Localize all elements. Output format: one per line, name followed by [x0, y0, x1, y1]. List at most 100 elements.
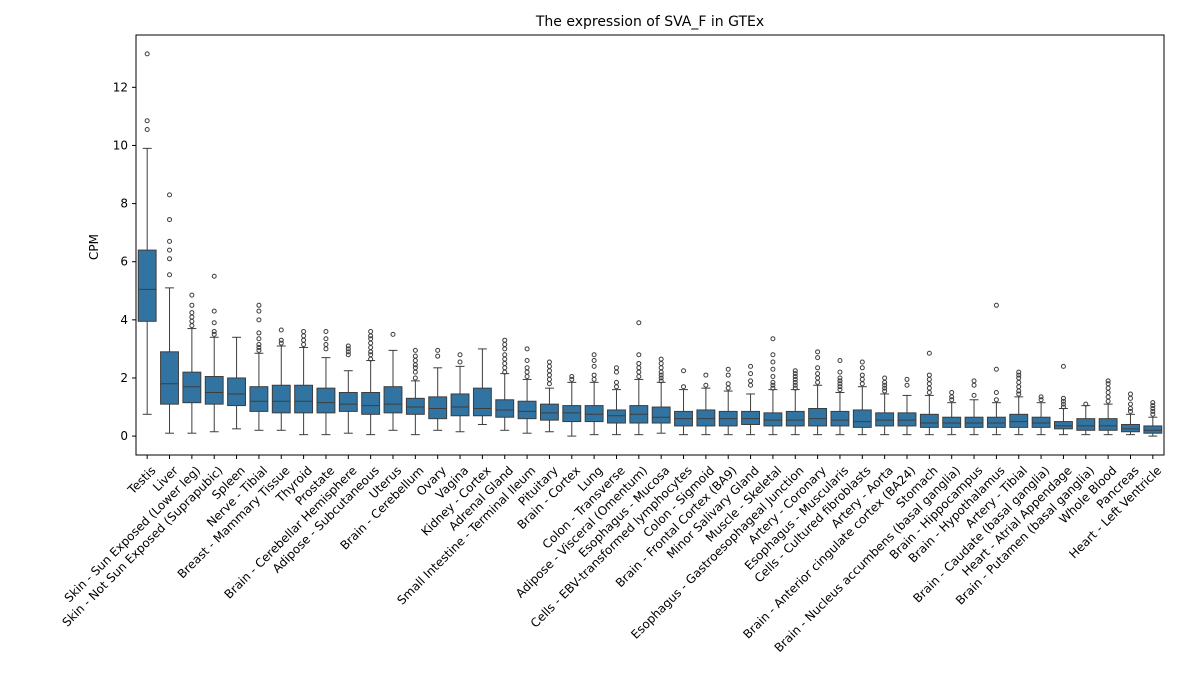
box-whole-blood [1098, 418, 1118, 431]
box-colon-sigmoid [696, 409, 716, 427]
box-brain-cerebellar-hemisphere [338, 392, 358, 412]
box-brain-anterior-cingulate-cortex-ba24 [897, 412, 917, 427]
outlier-point [859, 365, 865, 371]
outlier-point [189, 292, 195, 298]
y-tick-label: 6 [120, 255, 128, 269]
outlier-point [815, 371, 821, 377]
outlier-point [636, 360, 642, 366]
outlier-point [368, 352, 374, 358]
outlier-point [837, 384, 843, 390]
outlier-point [926, 390, 932, 396]
outlier-point [1016, 379, 1022, 385]
outlier-point [792, 368, 798, 374]
outlier-point [144, 118, 150, 124]
outlier-point [591, 372, 597, 378]
y-tick-label: 8 [120, 197, 128, 211]
outlier-point [1105, 378, 1111, 384]
outlier-point [725, 366, 731, 372]
outlier-point [502, 337, 508, 343]
outlier-point [770, 374, 776, 380]
outlier-point [658, 372, 664, 378]
y-axis-label: CPM [87, 234, 101, 260]
outlier-point [524, 369, 530, 375]
outlier-point [748, 382, 754, 388]
box-lung [584, 405, 604, 423]
box-breast-mammary-tissue [271, 384, 291, 414]
outlier-point [256, 347, 262, 353]
box-brain-cortex [562, 405, 582, 423]
outlier-point [882, 375, 888, 381]
box-thyroid [294, 384, 314, 414]
outlier-point [613, 365, 619, 371]
box-nerve-tibial [249, 386, 269, 412]
outlier-point [859, 359, 865, 365]
outlier-point [949, 397, 955, 403]
outlier-point [1038, 397, 1044, 403]
box-spleen [227, 377, 247, 407]
outlier-point [546, 376, 552, 382]
outlier-point [368, 340, 374, 346]
outlier-point [859, 376, 865, 382]
box-small-intestine-terminal-ileum [517, 400, 537, 420]
outlier-point [815, 379, 821, 385]
outlier-point [457, 352, 463, 358]
outlier-point [770, 385, 776, 391]
outlier-point [681, 368, 687, 374]
outlier-point [926, 372, 932, 378]
box-ovary [428, 396, 448, 420]
outlier-point [904, 376, 910, 382]
outlier-point [792, 371, 798, 377]
outlier-point [256, 336, 262, 342]
outlier-point [748, 371, 754, 377]
outlier-point [926, 350, 932, 356]
outlier-point [189, 310, 195, 316]
outlier-point [256, 344, 262, 350]
outlier-point [1060, 363, 1066, 369]
outlier-point [569, 376, 575, 382]
outlier-point [636, 365, 642, 371]
outlier-point [368, 344, 374, 350]
outlier-point [412, 358, 418, 364]
box-pituitary [539, 403, 559, 421]
outlier-point [837, 387, 843, 393]
outlier-point [703, 372, 709, 378]
outlier-point [278, 327, 284, 333]
outlier-point [167, 247, 173, 253]
outlier-point [1127, 391, 1133, 397]
outlier-point [1150, 408, 1156, 414]
outlier-point [256, 342, 262, 348]
outlier-point [882, 382, 888, 388]
outlier-point [1105, 398, 1111, 404]
outlier-point [591, 376, 597, 382]
outlier-point [167, 217, 173, 223]
outlier-point [1060, 401, 1066, 407]
outlier-point [211, 331, 217, 337]
outlier-point [1105, 394, 1111, 400]
outlier-point [345, 352, 351, 358]
outlier-point [591, 352, 597, 358]
outlier-point [345, 346, 351, 352]
outlier-point [658, 365, 664, 371]
outlier-point [278, 340, 284, 346]
outlier-point [792, 382, 798, 388]
outlier-point [837, 369, 843, 375]
outlier-point [770, 379, 776, 385]
outlier-point [301, 337, 307, 343]
outlier-point [412, 347, 418, 353]
outlier-point [189, 314, 195, 320]
outlier-point [211, 320, 217, 326]
outlier-point [502, 360, 508, 366]
outlier-point [546, 359, 552, 365]
outlier-point [658, 360, 664, 366]
outlier-point [211, 308, 217, 314]
outlier-point [1105, 385, 1111, 391]
outlier-point [613, 384, 619, 390]
box-adrenal-gland [495, 399, 515, 418]
outlier-point [323, 342, 329, 348]
box-testis [137, 249, 157, 322]
y-tick-label: 0 [120, 429, 128, 443]
box-pancreas [1121, 423, 1140, 433]
outlier-point [613, 379, 619, 385]
box-brain-caudate-basal-ganglia [1031, 416, 1051, 428]
